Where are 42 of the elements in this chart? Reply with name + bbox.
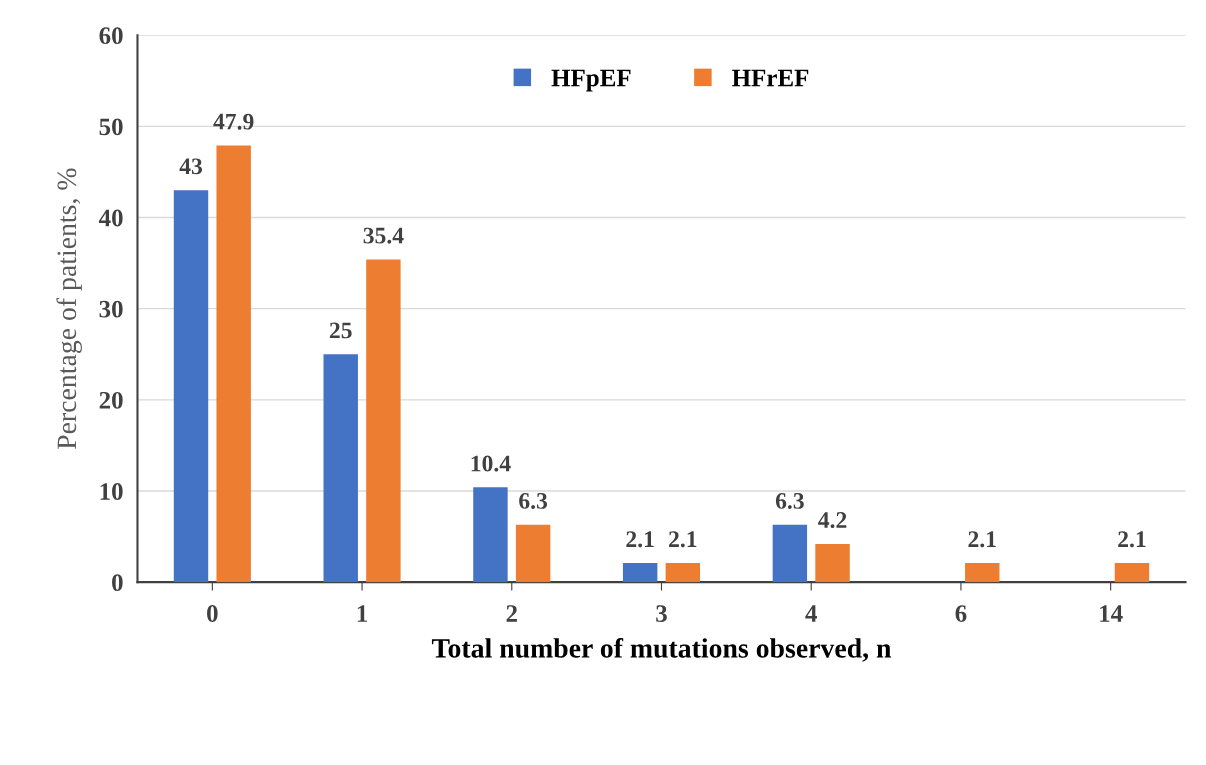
x-tick-label: 3 xyxy=(656,605,667,622)
bar xyxy=(1114,563,1150,583)
y-tick-label: 60 xyxy=(99,27,123,45)
x-tick-label: 2 xyxy=(506,605,517,622)
x-tick-label: 1 xyxy=(357,605,368,622)
bar xyxy=(815,543,850,583)
y-tick-label: 20 xyxy=(99,391,123,409)
bar xyxy=(173,190,209,583)
x-tick-label: 6 xyxy=(955,605,967,622)
data-label: 2.1 xyxy=(626,531,654,548)
data-label: 6.3 xyxy=(519,492,548,509)
y-tick-label: 30 xyxy=(99,300,123,318)
y-axis-title: Percentage of patients, % xyxy=(56,168,82,450)
data-label: 4.2 xyxy=(818,512,847,529)
y-tick-label: 0 xyxy=(112,574,123,592)
bar xyxy=(665,563,701,583)
bar xyxy=(772,524,808,583)
data-label: 6.3 xyxy=(775,492,804,509)
data-label: 2.1 xyxy=(1118,531,1146,548)
data-label: 35.4 xyxy=(363,227,404,244)
data-label: 25 xyxy=(329,322,352,339)
data-label: 2.1 xyxy=(968,531,996,548)
bar xyxy=(622,563,658,583)
y-tick-label: 50 xyxy=(99,118,123,136)
x-tick-label: 0 xyxy=(207,605,218,622)
x-axis-title: Total number of mutations observed, n xyxy=(431,637,892,662)
legend-label: HFrEF xyxy=(732,69,809,87)
y-tick-label: 40 xyxy=(98,209,123,227)
data-label: 43 xyxy=(179,158,203,175)
x-tick-label: 14 xyxy=(1100,605,1123,622)
bar xyxy=(323,354,358,583)
y-tick-label: 10 xyxy=(100,483,123,500)
data-label: 2.1 xyxy=(669,531,697,548)
bar xyxy=(965,563,1000,583)
x-tick-label: 4 xyxy=(805,605,817,622)
legend-label: HFpEF xyxy=(551,69,631,92)
bar xyxy=(366,259,401,583)
bar xyxy=(216,145,251,583)
bar xyxy=(473,487,508,583)
data-label: 10.4 xyxy=(471,455,511,472)
data-label: 47.9 xyxy=(213,113,254,130)
bar xyxy=(515,524,551,583)
